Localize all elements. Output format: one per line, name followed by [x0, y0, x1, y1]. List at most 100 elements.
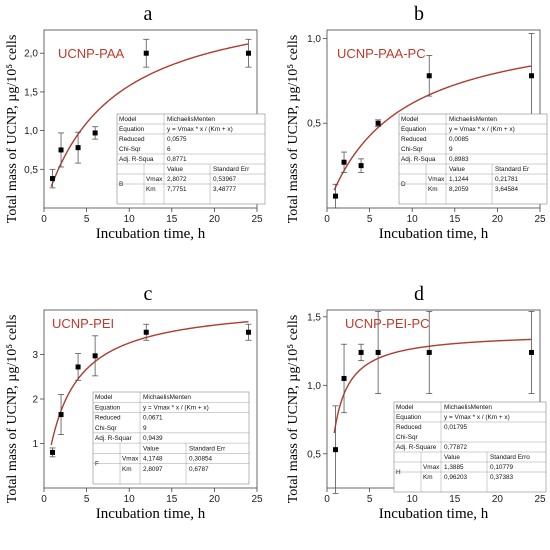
x-tick-label: 10 — [407, 214, 419, 225]
table-equation-value: y = Vmax * x / (Km + x) — [449, 126, 515, 133]
data-point — [426, 349, 432, 355]
table-model-value: MichaelisMenten — [167, 116, 215, 123]
table-r2-label: Adj. R-Squa — [401, 156, 436, 163]
table-model-label: Model — [119, 116, 136, 123]
chart-panel-c: c 0 5 10 15 20 25 1 2 3 Incubation time, h Total ma… — [5, 283, 263, 522]
y-tick-label: 3 — [32, 350, 38, 361]
table-border — [393, 401, 547, 493]
chart-panel-a: a 0 5 10 15 20 25 0,5 1,0 1,5 2,0 Incubation time, … — [5, 3, 266, 242]
table-col-err: Standard Er — [495, 166, 530, 173]
table-vmax-err: 0,21781 — [495, 176, 519, 183]
table-model-value: MichaelisMenten — [449, 116, 497, 123]
y-tick-label: 0,5 — [307, 449, 321, 460]
table-vmax-err: 0,53967 — [213, 176, 237, 183]
data-point — [528, 73, 534, 79]
data-point — [358, 349, 364, 355]
data-point — [58, 412, 64, 418]
table-chi-value: 0,0085 — [449, 136, 469, 143]
table-km-label: Km — [423, 474, 433, 481]
y-tick-label: 1,5 — [24, 87, 38, 98]
table-col-err: Standard Erro — [490, 454, 530, 461]
x-tick-label: 20 — [209, 214, 221, 225]
y-tick-label: 1,0 — [24, 126, 38, 137]
x-tick-label: 10 — [124, 494, 136, 505]
table-vmax-label: Vmax — [428, 176, 445, 183]
chart-panel-b: b 0 5 10 15 20 25 0,5 1,0 Incubation time, h Total… — [286, 3, 548, 242]
table-vmax-label: Vmax — [122, 456, 139, 463]
table-r2-value: 0,8983 — [449, 156, 469, 163]
chart-panel-d: d 0 5 10 15 20 25 0,5 1,0 1,5 Incubation time, h To… — [286, 283, 547, 522]
y-tick-label: 0,5 — [24, 165, 38, 176]
panel-letter: c — [144, 283, 153, 305]
x-tick-label: 20 — [492, 494, 504, 505]
x-tick-label: 20 — [209, 494, 221, 505]
table-col-err: Standard Err — [213, 166, 250, 173]
panel-letter: a — [144, 3, 153, 25]
table-border — [92, 391, 250, 485]
data-point — [92, 353, 98, 359]
table-chi-value: 6 — [167, 146, 171, 153]
x-tick-label: 25 — [534, 214, 546, 225]
table-row-group: H — [396, 469, 401, 476]
table-chi-label: Chi-Sqr — [401, 146, 424, 153]
y-tick-label: 1,5 — [307, 312, 321, 323]
table-km-label: Km — [428, 186, 438, 193]
table-border — [398, 113, 548, 205]
table-chi-value: 0,0575 — [167, 136, 187, 143]
table-equation-label: Equation — [95, 404, 121, 411]
table-km-value: 2,8097 — [143, 466, 163, 473]
table-equation-value: y = Vmax * x / (Km + x) — [167, 126, 233, 133]
table-model-label: Model — [95, 394, 112, 401]
y-tick-label: 1 — [32, 439, 38, 450]
table-chi-value: 0,0671 — [143, 415, 163, 422]
x-axis-label: Incubation time, h — [379, 226, 489, 242]
data-point — [375, 120, 381, 126]
table-r2-label: Adj. R-Squar — [95, 435, 132, 442]
x-tick-label: 10 — [407, 494, 419, 505]
table-km-err: 0,37383 — [490, 474, 514, 481]
fit-stats-table: Model MichaelisMenten Equation y = Vmax * x… — [92, 391, 250, 485]
table-vmax-err: 0,10779 — [490, 464, 514, 471]
table-row-group: D — [401, 181, 406, 188]
x-tick-label: 0 — [324, 494, 330, 505]
x-tick-label: 0 — [324, 214, 330, 225]
data-point — [358, 163, 364, 169]
table-row-group: B — [119, 181, 123, 188]
x-tick-label: 25 — [251, 494, 263, 505]
table-km-label: Km — [146, 186, 156, 193]
table-chi-value: 9 — [449, 146, 453, 153]
x-tick-label: 5 — [84, 214, 90, 225]
table-km-err: 3,64584 — [495, 186, 519, 193]
x-tick-label: 15 — [449, 214, 461, 225]
data-point — [75, 364, 81, 370]
table-model-value: MichaelisMenten — [143, 394, 191, 401]
table-row-group: F — [95, 461, 99, 468]
table-km-label: Km — [122, 466, 132, 473]
table-equation-value: y = Vmax * x / (Km + x) — [444, 414, 510, 421]
table-km-value: 8,2059 — [449, 186, 469, 193]
x-tick-label: 5 — [367, 494, 373, 505]
x-tick-label: 20 — [492, 214, 504, 225]
data-point — [92, 130, 98, 136]
fit-stats-table: Model MichaelisMenten Equation y = Vmax * x… — [116, 113, 266, 205]
y-tick-label: 2,0 — [24, 49, 38, 60]
data-point — [58, 147, 64, 153]
table-r2-value: 0,8771 — [167, 156, 187, 163]
x-tick-label: 10 — [124, 214, 136, 225]
table-equation-label: Equation — [119, 126, 145, 133]
x-axis-label: Incubation time, h — [96, 226, 206, 242]
data-point — [426, 73, 432, 79]
sample-annotation: UCNP-PEI — [52, 316, 114, 331]
data-point — [245, 50, 251, 56]
y-axis-label: Total mass of UCNP, µg/10⁵ cells — [5, 315, 20, 504]
y-tick-label: 0,5 — [307, 119, 321, 130]
fit-curve — [50, 43, 249, 187]
table-chi-label: Reduced — [119, 136, 145, 143]
fit-curve — [50, 320, 249, 446]
table-vmax-value: 2,8072 — [167, 176, 187, 183]
data-point — [333, 193, 339, 199]
y-axis-label: Total mass of UCNP, µg/10⁵ cells — [5, 35, 20, 224]
data-point — [50, 449, 56, 455]
data-point — [143, 50, 149, 56]
